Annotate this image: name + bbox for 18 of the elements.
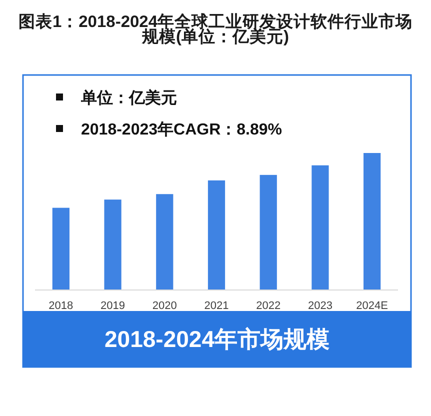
x-tick-label: 2020: [152, 300, 177, 312]
bar: [260, 174, 277, 290]
text: 单位：亿美元: [80, 88, 177, 107]
bar: [364, 153, 381, 290]
x-tick-label: 2022: [256, 300, 281, 312]
text: 2018-2023年CAGR：8.89%: [81, 120, 282, 138]
bar: [156, 194, 174, 290]
chart-title: 图表1：2018-2024年全球工业研发设计软件行业市场规模(单位：亿美元): [18, 12, 413, 46]
x-tick-label: 2024E: [356, 300, 388, 312]
x-tick-label: 2019: [100, 300, 126, 312]
bar: [312, 165, 329, 290]
x-tick-label: 2018: [48, 300, 74, 312]
x-tick-label: 2021: [204, 300, 229, 312]
text: 2018-2024年市场规模: [104, 326, 330, 352]
bar: [208, 180, 226, 290]
x-tick-label: 2023: [308, 300, 332, 312]
bar: [104, 200, 122, 290]
bar: [52, 208, 70, 290]
